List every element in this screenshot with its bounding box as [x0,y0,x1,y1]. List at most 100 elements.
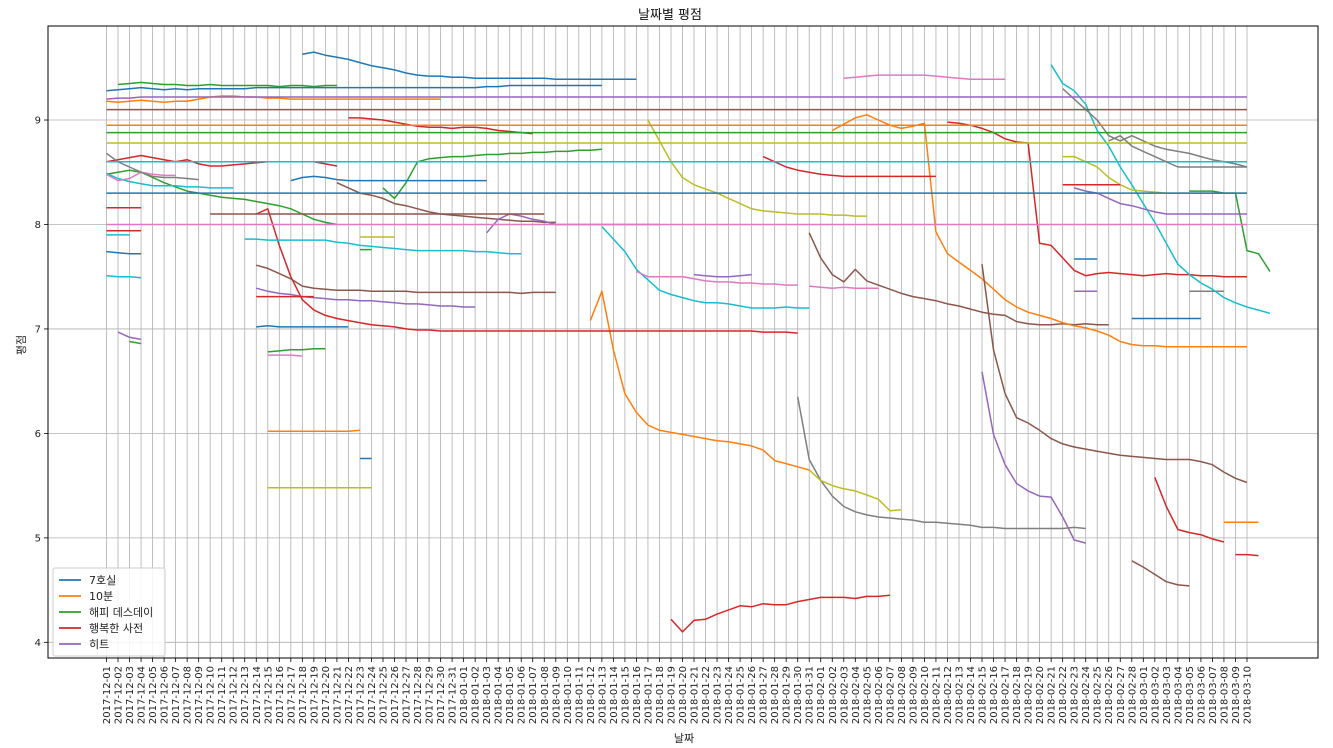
x-tick-label: 2018-01-09 [551,666,562,724]
x-tick-label: 2018-02-05 [862,666,873,724]
series-line [1108,134,1247,168]
x-tick-label: 2018-01-14 [609,666,620,724]
x-tick-label: 2017-12-12 [229,666,240,724]
x-tick-label: 2018-03-06 [1196,666,1207,724]
x-tick-label: 2017-12-28 [413,666,424,724]
series-line [302,51,637,81]
x-tick-label: 2018-01-25 [736,666,747,724]
x-tick-label: 2018-02-24 [1081,666,1092,724]
x-tick-label: 2018-02-08 [897,666,908,724]
y-axis-title: 평점 [15,335,28,355]
x-tick-label: 2017-12-02 [114,666,125,724]
x-tick-label: 2018-02-14 [966,666,977,724]
series-line [255,208,798,334]
x-tick-label: 2018-02-21 [1047,666,1058,724]
x-tick-label: 2018-01-22 [701,666,712,724]
x-tick-label: 2018-02-20 [1035,666,1046,724]
x-tick-label: 2018-02-12 [943,666,954,724]
series-line [106,96,1247,100]
x-tick-label: 2017-12-01 [102,666,113,724]
x-tick-label: 2018-03-08 [1219,666,1230,724]
x-tick-label: 2018-02-26 [1104,666,1115,724]
x-tick-label: 2017-12-03 [125,666,136,724]
plot-frame [47,25,1319,659]
legend-label: 해피 데스데이 [89,605,153,619]
x-tick-label: 2017-12-05 [148,666,159,724]
x-tick-label: 2017-12-07 [171,666,182,724]
x-tick-label: 2018-03-01 [1139,666,1150,724]
series-line [106,172,234,189]
x-tick-label: 2018-01-13 [597,666,608,724]
x-tick-label: 2018-01-19 [666,666,677,724]
series-line [693,273,752,278]
x-tick-label: 2018-02-01 [816,666,827,724]
x-tick-label: 2017-12-14 [252,666,263,724]
x-tick-label: 2018-02-06 [874,666,885,724]
x-tick-label: 2018-01-26 [747,666,758,724]
x-tick-label: 2018-01-21 [690,666,701,724]
x-tick-label: 2017-12-18 [298,666,309,724]
x-tick-label: 2017-12-23 [355,666,366,724]
x-tick-label: 2018-03-02 [1150,666,1161,724]
series-line [1154,477,1225,543]
x-tick-label: 2017-12-27 [402,666,413,724]
x-tick-label: 2017-12-19 [309,666,320,724]
series-line [762,155,936,178]
x-tick-label: 2018-03-09 [1231,666,1242,724]
x-tick-label: 2017-12-30 [436,666,447,724]
x-tick-label: 2017-12-17 [286,666,297,724]
series-line [256,287,476,308]
y-tick-label: 4 [35,638,41,649]
x-tick-label: 2018-01-17 [643,666,654,724]
series-line [106,250,142,255]
x-tick-label: 2018-02-13 [954,666,965,724]
series-line [486,213,660,234]
series-line [106,84,602,92]
x-tick-label: 2018-03-10 [1242,666,1253,724]
series-line [1050,64,1271,315]
legend-label: 7호실 [89,574,116,587]
x-tick-label: 2017-12-13 [240,666,251,724]
series-line [244,238,522,255]
x-tick-label: 2018-02-19 [1024,666,1035,724]
series-line [647,119,867,217]
x-tick-label: 2017-12-21 [332,666,343,724]
series-line [831,114,1247,348]
series-line [808,469,902,512]
series-line [129,340,142,345]
series-line [981,264,1248,484]
x-tick-label: 2018-01-05 [505,666,516,724]
x-tick-label: 2018-01-30 [793,666,804,724]
x-tick-label: 2017-12-08 [183,666,194,724]
x-tick-label: 2018-03-03 [1162,666,1173,724]
legend-box [52,567,166,657]
x-tick-label: 2018-03-05 [1185,666,1196,724]
x-tick-label: 2018-01-23 [713,666,724,724]
x-tick-label: 2018-01-24 [724,666,735,724]
series-line [106,152,199,181]
series-line [981,371,1086,544]
y-axis: 4 5 6 7 8 9 [35,116,48,649]
y-tick-label: 6 [35,429,41,440]
x-tick-label: 2018-02-02 [828,666,839,724]
x-tick-label: 2018-02-07 [885,666,896,724]
x-tick-label: 2018-03-07 [1208,666,1219,724]
y-tick-label: 9 [35,116,41,127]
series-line [809,285,879,289]
y-tick-label: 8 [35,220,41,231]
series-line [267,354,303,357]
series-line [382,148,602,200]
series-line [796,396,1086,530]
legend-label: 10분 [89,590,113,603]
x-tick-label: 2018-02-16 [989,666,1000,724]
series-line [256,264,556,295]
x-tick-label: 2017-12-29 [425,666,436,724]
x-tick-label: 2018-02-28 [1127,666,1138,724]
series-line [1062,88,1248,168]
x-tick-label: 2018-01-08 [540,666,551,724]
series-group [106,51,1271,633]
x-tick-label: 2018-01-28 [770,666,781,724]
series-line [843,74,1006,81]
x-tick-label: 2017-12-31 [448,666,459,724]
